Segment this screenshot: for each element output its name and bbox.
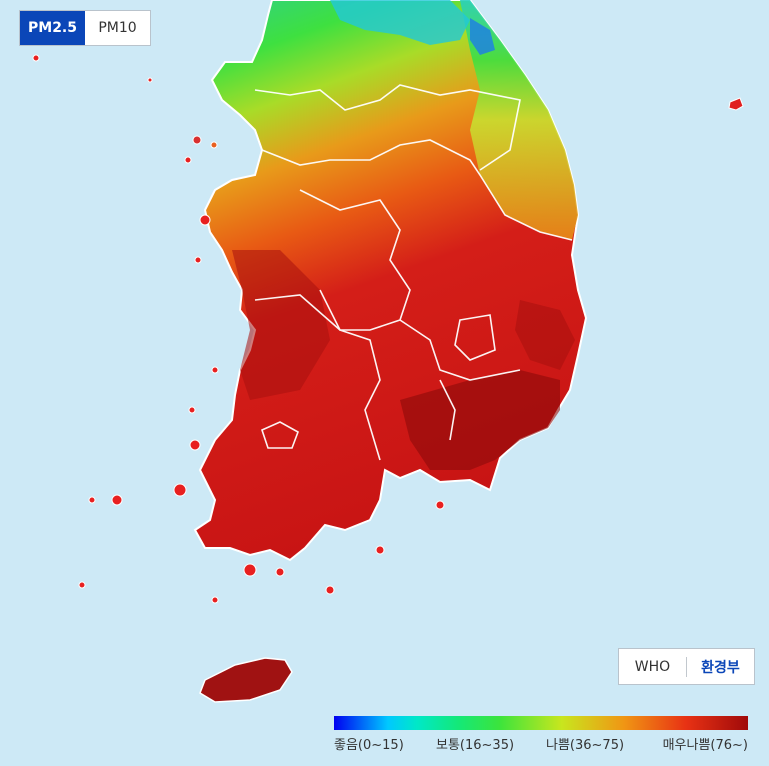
jeju-island: [199, 657, 293, 703]
legend-gradient-bar: [334, 716, 748, 730]
standard-separator: [686, 656, 687, 677]
east-heavy-area: [515, 300, 575, 370]
pm-type-toggle: PM2.5 PM10: [19, 10, 151, 46]
western-islands: [32, 54, 445, 604]
standard-toggle: WHO 환경부: [618, 648, 755, 685]
north-clean-area: [330, 0, 470, 45]
southeast-heavy-area: [400, 370, 560, 470]
color-legend: 좋음(0~15) 보통(16~35) 나쁨(36~75) 매우나쁨(76~): [334, 716, 748, 756]
legend-label-good: 좋음(0~15): [334, 738, 404, 753]
pm25-button[interactable]: PM2.5: [20, 11, 85, 45]
north-blue-spot: [470, 18, 495, 55]
east-coast-region: [460, 0, 578, 240]
pm10-button[interactable]: PM10: [98, 20, 137, 36]
ulleungdo-island: [728, 97, 744, 111]
legend-label-very-bad: 매우나쁨(76~): [662, 738, 748, 753]
province-boundaries: [254, 84, 573, 461]
who-standard-button[interactable]: WHO: [634, 658, 671, 675]
southwest-heavy-area: [232, 250, 330, 400]
legend-label-bad: 나쁨(36~75): [546, 738, 625, 753]
moe-standard-button[interactable]: 환경부: [701, 659, 740, 676]
legend-labels: 좋음(0~15) 보통(16~35) 나쁨(36~75) 매우나쁨(76~): [334, 734, 748, 756]
legend-label-normal: 보통(16~35): [436, 738, 515, 753]
